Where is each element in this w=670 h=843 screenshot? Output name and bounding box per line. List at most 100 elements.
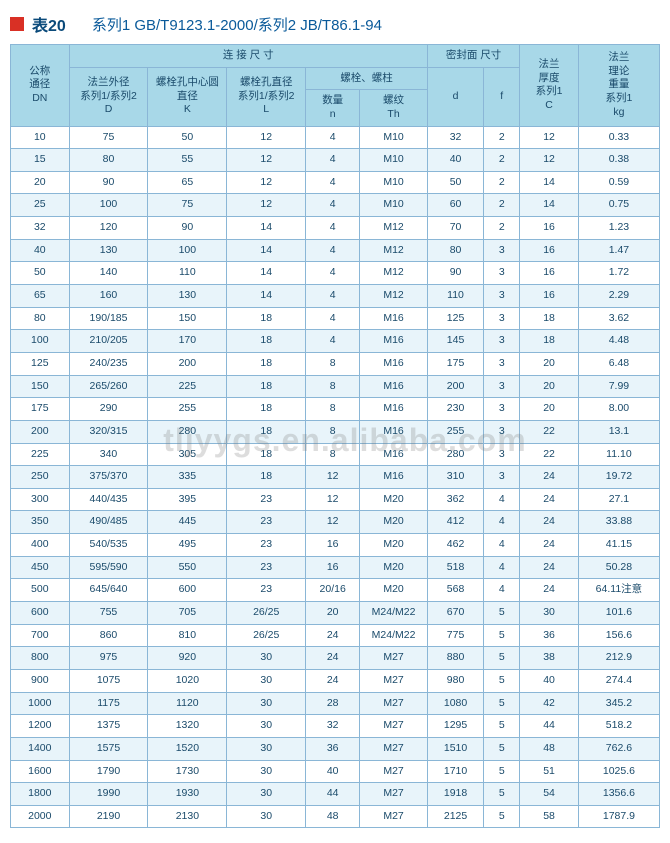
- table-cell: 4: [484, 488, 520, 511]
- table-cell: 18: [227, 443, 306, 466]
- table-cell: M24/M22: [360, 602, 428, 625]
- table-cell: 38: [520, 647, 579, 670]
- table-cell: 170: [148, 330, 227, 353]
- table-cell: 595/590: [69, 556, 148, 579]
- table-cell: 8: [306, 398, 360, 421]
- table-cell: 1200: [11, 715, 70, 738]
- table-cell: 1175: [69, 692, 148, 715]
- table-head: 公称通径DN 连 接 尺 寸 密封面 尺寸 法兰厚度系列1C 法兰理论重量系列1…: [11, 45, 660, 127]
- table-cell: 14: [520, 194, 579, 217]
- table-cell: 8: [306, 420, 360, 443]
- table-cell: 18: [227, 307, 306, 330]
- table-cell: 4: [306, 307, 360, 330]
- table-cell: 1990: [69, 783, 148, 806]
- table-cell: 12: [227, 194, 306, 217]
- table-cell: 70: [427, 217, 483, 240]
- table-cell: 5: [484, 737, 520, 760]
- hdr-n: 数量n: [306, 90, 360, 126]
- table-cell: 8: [306, 352, 360, 375]
- table-cell: 100: [69, 194, 148, 217]
- table-row: 900107510203024M27980540274.4: [11, 669, 660, 692]
- table-cell: 44: [306, 783, 360, 806]
- table-cell: 280: [148, 420, 227, 443]
- table-cell: M16: [360, 352, 428, 375]
- table-row: 250375/3703351812M1631032419.72: [11, 466, 660, 489]
- table-cell: 14: [227, 262, 306, 285]
- table-cell: M20: [360, 579, 428, 602]
- table-cell: 1025.6: [578, 760, 659, 783]
- table-cell: 7.99: [578, 375, 659, 398]
- table-cell: 230: [427, 398, 483, 421]
- table-cell: 23: [227, 556, 306, 579]
- table-cell: 1575: [69, 737, 148, 760]
- table-cell: 400: [11, 534, 70, 557]
- table-cell: M16: [360, 307, 428, 330]
- title-row: 表20 系列1 GB/T9123.1-2000/系列2 JB/T86.1-94: [10, 12, 660, 36]
- table-cell: 1295: [427, 715, 483, 738]
- table-cell: M10: [360, 126, 428, 149]
- table-row: 50140110144M12903161.72: [11, 262, 660, 285]
- table-cell: 32: [11, 217, 70, 240]
- table-cell: 8: [306, 375, 360, 398]
- table-row: 450595/5905502316M2051842450.28: [11, 556, 660, 579]
- table-cell: 3: [484, 352, 520, 375]
- table-cell: 0.38: [578, 149, 659, 172]
- table-cell: 18: [227, 466, 306, 489]
- table-cell: 1918: [427, 783, 483, 806]
- table-cell: 16: [520, 217, 579, 240]
- table-cell: 375/370: [69, 466, 148, 489]
- table-cell: 30: [227, 783, 306, 806]
- table-cell: 18: [520, 307, 579, 330]
- table-cell: 16: [306, 534, 360, 557]
- table-cell: 5: [484, 647, 520, 670]
- table-cell: 1320: [148, 715, 227, 738]
- table-cell: 2125: [427, 805, 483, 828]
- table-cell: 100: [148, 239, 227, 262]
- table-cell: 225: [148, 375, 227, 398]
- table-cell: 412: [427, 511, 483, 534]
- table-cell: 145: [427, 330, 483, 353]
- table-row: 3212090144M12702161.23: [11, 217, 660, 240]
- table-cell: 645/640: [69, 579, 148, 602]
- table-cell: M12: [360, 217, 428, 240]
- table-cell: 50: [148, 126, 227, 149]
- table-cell: 24: [520, 534, 579, 557]
- table-cell: 1375: [69, 715, 148, 738]
- table-cell: 3: [484, 285, 520, 308]
- table-cell: 25: [11, 194, 70, 217]
- table-row: 225340305188M1628032211.10: [11, 443, 660, 466]
- table-cell: 90: [148, 217, 227, 240]
- table-cell: 1356.6: [578, 783, 659, 806]
- table-cell: 1.72: [578, 262, 659, 285]
- table-row: 300440/4353952312M2036242427.1: [11, 488, 660, 511]
- table-row: 500645/6406002320/16M2056842464.11注意: [11, 579, 660, 602]
- table-cell: 6.48: [578, 352, 659, 375]
- table-cell: 36: [520, 624, 579, 647]
- table-cell: 5: [484, 715, 520, 738]
- table-cell: 3.62: [578, 307, 659, 330]
- table-cell: 18: [227, 398, 306, 421]
- table-cell: 4: [484, 511, 520, 534]
- table-row: 40130100144M12803161.47: [11, 239, 660, 262]
- table-cell: 362: [427, 488, 483, 511]
- table-cell: 4: [306, 149, 360, 172]
- red-square-icon: [10, 17, 24, 31]
- table-cell: 22: [520, 443, 579, 466]
- table-cell: 4: [306, 194, 360, 217]
- table-cell: 110: [427, 285, 483, 308]
- table-cell: 24: [306, 669, 360, 692]
- table-cell: 3: [484, 330, 520, 353]
- table-cell: 48: [306, 805, 360, 828]
- table-cell: 30: [227, 715, 306, 738]
- table-cell: 30: [227, 669, 306, 692]
- table-cell: M12: [360, 285, 428, 308]
- table-cell: 80: [69, 149, 148, 172]
- table-cell: 670: [427, 602, 483, 625]
- table-cell: 2: [484, 217, 520, 240]
- table-cell: 310: [427, 466, 483, 489]
- table-cell: 440/435: [69, 488, 148, 511]
- table-cell: 274.4: [578, 669, 659, 692]
- table-cell: 490/485: [69, 511, 148, 534]
- table-row: 200320/315280188M1625532213.1: [11, 420, 660, 443]
- table-cell: 600: [148, 579, 227, 602]
